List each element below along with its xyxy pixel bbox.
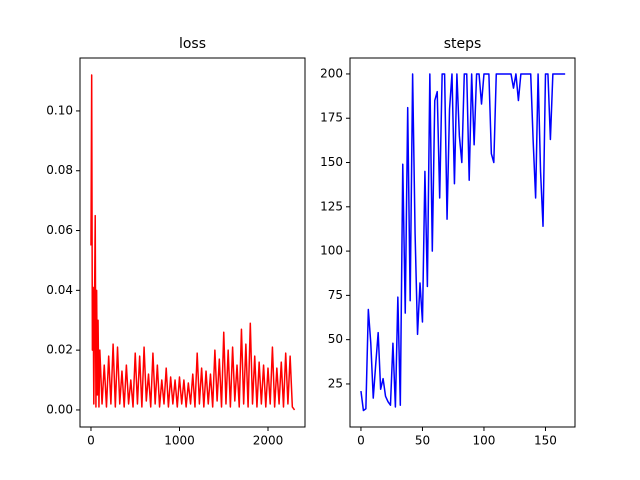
x-tick-label: 0 [87,434,95,448]
y-tick-label: 175 [320,111,343,125]
x-tick-label: 2000 [253,434,284,448]
x-tick-label: 0 [357,434,365,448]
x-tick-label: 150 [534,434,557,448]
y-tick-label: 0.06 [46,223,73,237]
y-tick-label: 0.10 [46,103,73,117]
y-tick-label: 0.00 [46,402,73,416]
data-line [90,74,296,411]
y-tick-label: 75 [328,288,343,302]
y-tick-label: 125 [320,199,343,213]
y-tick-label: 25 [328,376,343,390]
x-tick-label: 50 [415,434,430,448]
y-tick-label: 0.04 [46,283,73,297]
axes-frame [79,57,306,428]
axes-frame [349,57,576,428]
chart-title: loss [179,36,206,52]
chart-title: steps [444,36,482,52]
y-tick-label: 100 [320,244,343,258]
data-line [360,73,566,412]
y-tick-label: 200 [320,66,343,80]
y-tick-label: 50 [328,332,343,346]
y-tick-label: 0.02 [46,343,73,357]
y-tick-label: 0.08 [46,163,73,177]
x-tick-label: 1000 [164,434,195,448]
x-tick-label: 100 [473,434,496,448]
y-tick-label: 150 [320,155,343,169]
